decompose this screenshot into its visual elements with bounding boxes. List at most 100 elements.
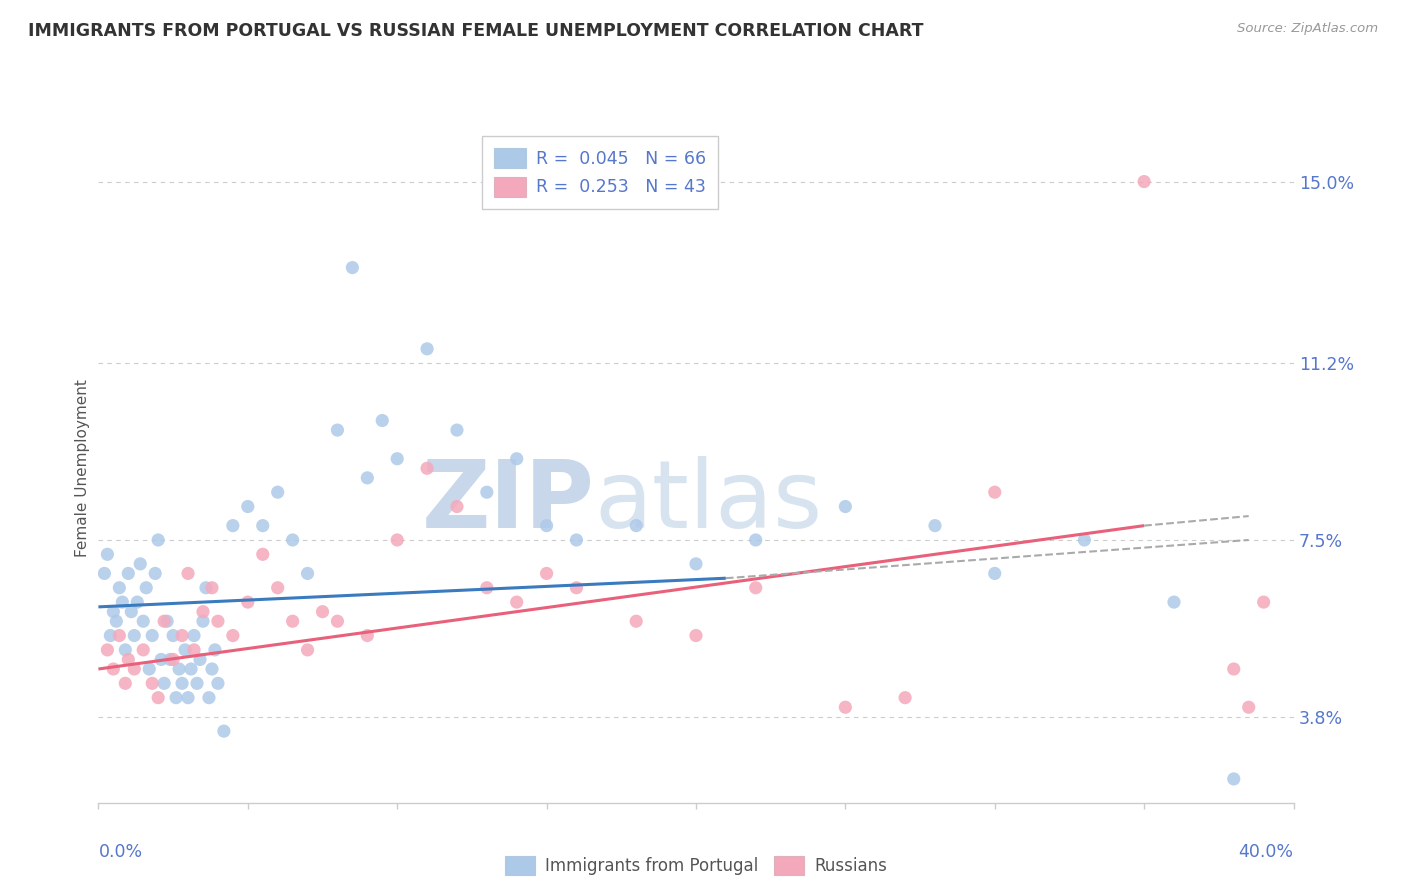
- Point: [153, 614, 176, 628]
- Point: [1163, 595, 1185, 609]
- Point: [297, 566, 319, 581]
- Point: [984, 485, 1007, 500]
- Point: [153, 676, 176, 690]
- Point: [565, 533, 588, 547]
- Point: [111, 595, 134, 609]
- Point: [167, 662, 190, 676]
- Text: Source: ZipAtlas.com: Source: ZipAtlas.com: [1237, 22, 1378, 36]
- Point: [356, 471, 378, 485]
- Point: [177, 690, 200, 705]
- Point: [222, 518, 245, 533]
- Point: [326, 614, 349, 628]
- Text: ZIP: ZIP: [422, 456, 595, 548]
- Point: [150, 652, 173, 666]
- Point: [685, 628, 707, 642]
- Text: 40.0%: 40.0%: [1239, 844, 1294, 862]
- Point: [416, 461, 439, 475]
- Point: [117, 652, 139, 666]
- Point: [894, 690, 917, 705]
- Point: [506, 595, 529, 609]
- Point: [1237, 700, 1260, 714]
- Point: [183, 643, 205, 657]
- Point: [326, 423, 349, 437]
- Point: [188, 652, 211, 666]
- Point: [222, 628, 245, 642]
- Point: [103, 662, 125, 676]
- Point: [186, 676, 208, 690]
- Point: [536, 566, 558, 581]
- Point: [129, 557, 152, 571]
- Point: [506, 451, 529, 466]
- Point: [371, 413, 394, 427]
- Point: [132, 614, 155, 628]
- Point: [212, 724, 235, 739]
- Point: [385, 533, 409, 547]
- Point: [1133, 175, 1156, 189]
- Point: [103, 605, 125, 619]
- Point: [105, 614, 128, 628]
- Point: [1073, 533, 1095, 547]
- Point: [124, 628, 146, 642]
- Text: IMMIGRANTS FROM PORTUGAL VS RUSSIAN FEMALE UNEMPLOYMENT CORRELATION CHART: IMMIGRANTS FROM PORTUGAL VS RUSSIAN FEMA…: [28, 22, 924, 40]
- Point: [141, 676, 163, 690]
- Legend: Immigrants from Portugal, Russians: Immigrants from Portugal, Russians: [498, 849, 894, 881]
- Point: [148, 690, 170, 705]
- Point: [685, 557, 707, 571]
- Point: [475, 581, 498, 595]
- Point: [924, 518, 946, 533]
- Point: [1222, 662, 1246, 676]
- Point: [96, 643, 118, 657]
- Point: [834, 500, 856, 514]
- Point: [100, 628, 122, 642]
- Point: [356, 628, 378, 642]
- Point: [114, 676, 136, 690]
- Point: [342, 260, 364, 275]
- Point: [984, 566, 1007, 581]
- Point: [565, 581, 588, 595]
- Point: [1253, 595, 1275, 609]
- Point: [385, 451, 409, 466]
- Point: [745, 581, 768, 595]
- Point: [252, 547, 274, 561]
- Point: [156, 614, 179, 628]
- Point: [207, 676, 229, 690]
- Point: [236, 500, 259, 514]
- Y-axis label: Female Unemployment: Female Unemployment: [75, 379, 90, 558]
- Text: atlas: atlas: [595, 456, 823, 548]
- Point: [626, 518, 648, 533]
- Point: [198, 690, 221, 705]
- Point: [297, 643, 319, 657]
- Point: [108, 581, 131, 595]
- Point: [191, 614, 214, 628]
- Point: [180, 662, 202, 676]
- Point: [204, 643, 226, 657]
- Point: [132, 643, 155, 657]
- Point: [117, 566, 139, 581]
- Point: [475, 485, 498, 500]
- Point: [745, 533, 768, 547]
- Point: [124, 662, 146, 676]
- Point: [207, 614, 229, 628]
- Point: [834, 700, 856, 714]
- Point: [108, 628, 131, 642]
- Point: [201, 581, 224, 595]
- Point: [252, 518, 274, 533]
- Point: [267, 581, 290, 595]
- Point: [127, 595, 149, 609]
- Point: [162, 628, 184, 642]
- Point: [177, 566, 200, 581]
- Point: [138, 662, 160, 676]
- Point: [1222, 772, 1246, 786]
- Point: [281, 533, 304, 547]
- Point: [446, 500, 468, 514]
- Point: [267, 485, 290, 500]
- Point: [143, 566, 166, 581]
- Point: [120, 605, 142, 619]
- Point: [201, 662, 224, 676]
- Point: [191, 605, 214, 619]
- Point: [114, 643, 136, 657]
- Text: 0.0%: 0.0%: [98, 844, 142, 862]
- Point: [281, 614, 304, 628]
- Point: [135, 581, 157, 595]
- Point: [172, 628, 194, 642]
